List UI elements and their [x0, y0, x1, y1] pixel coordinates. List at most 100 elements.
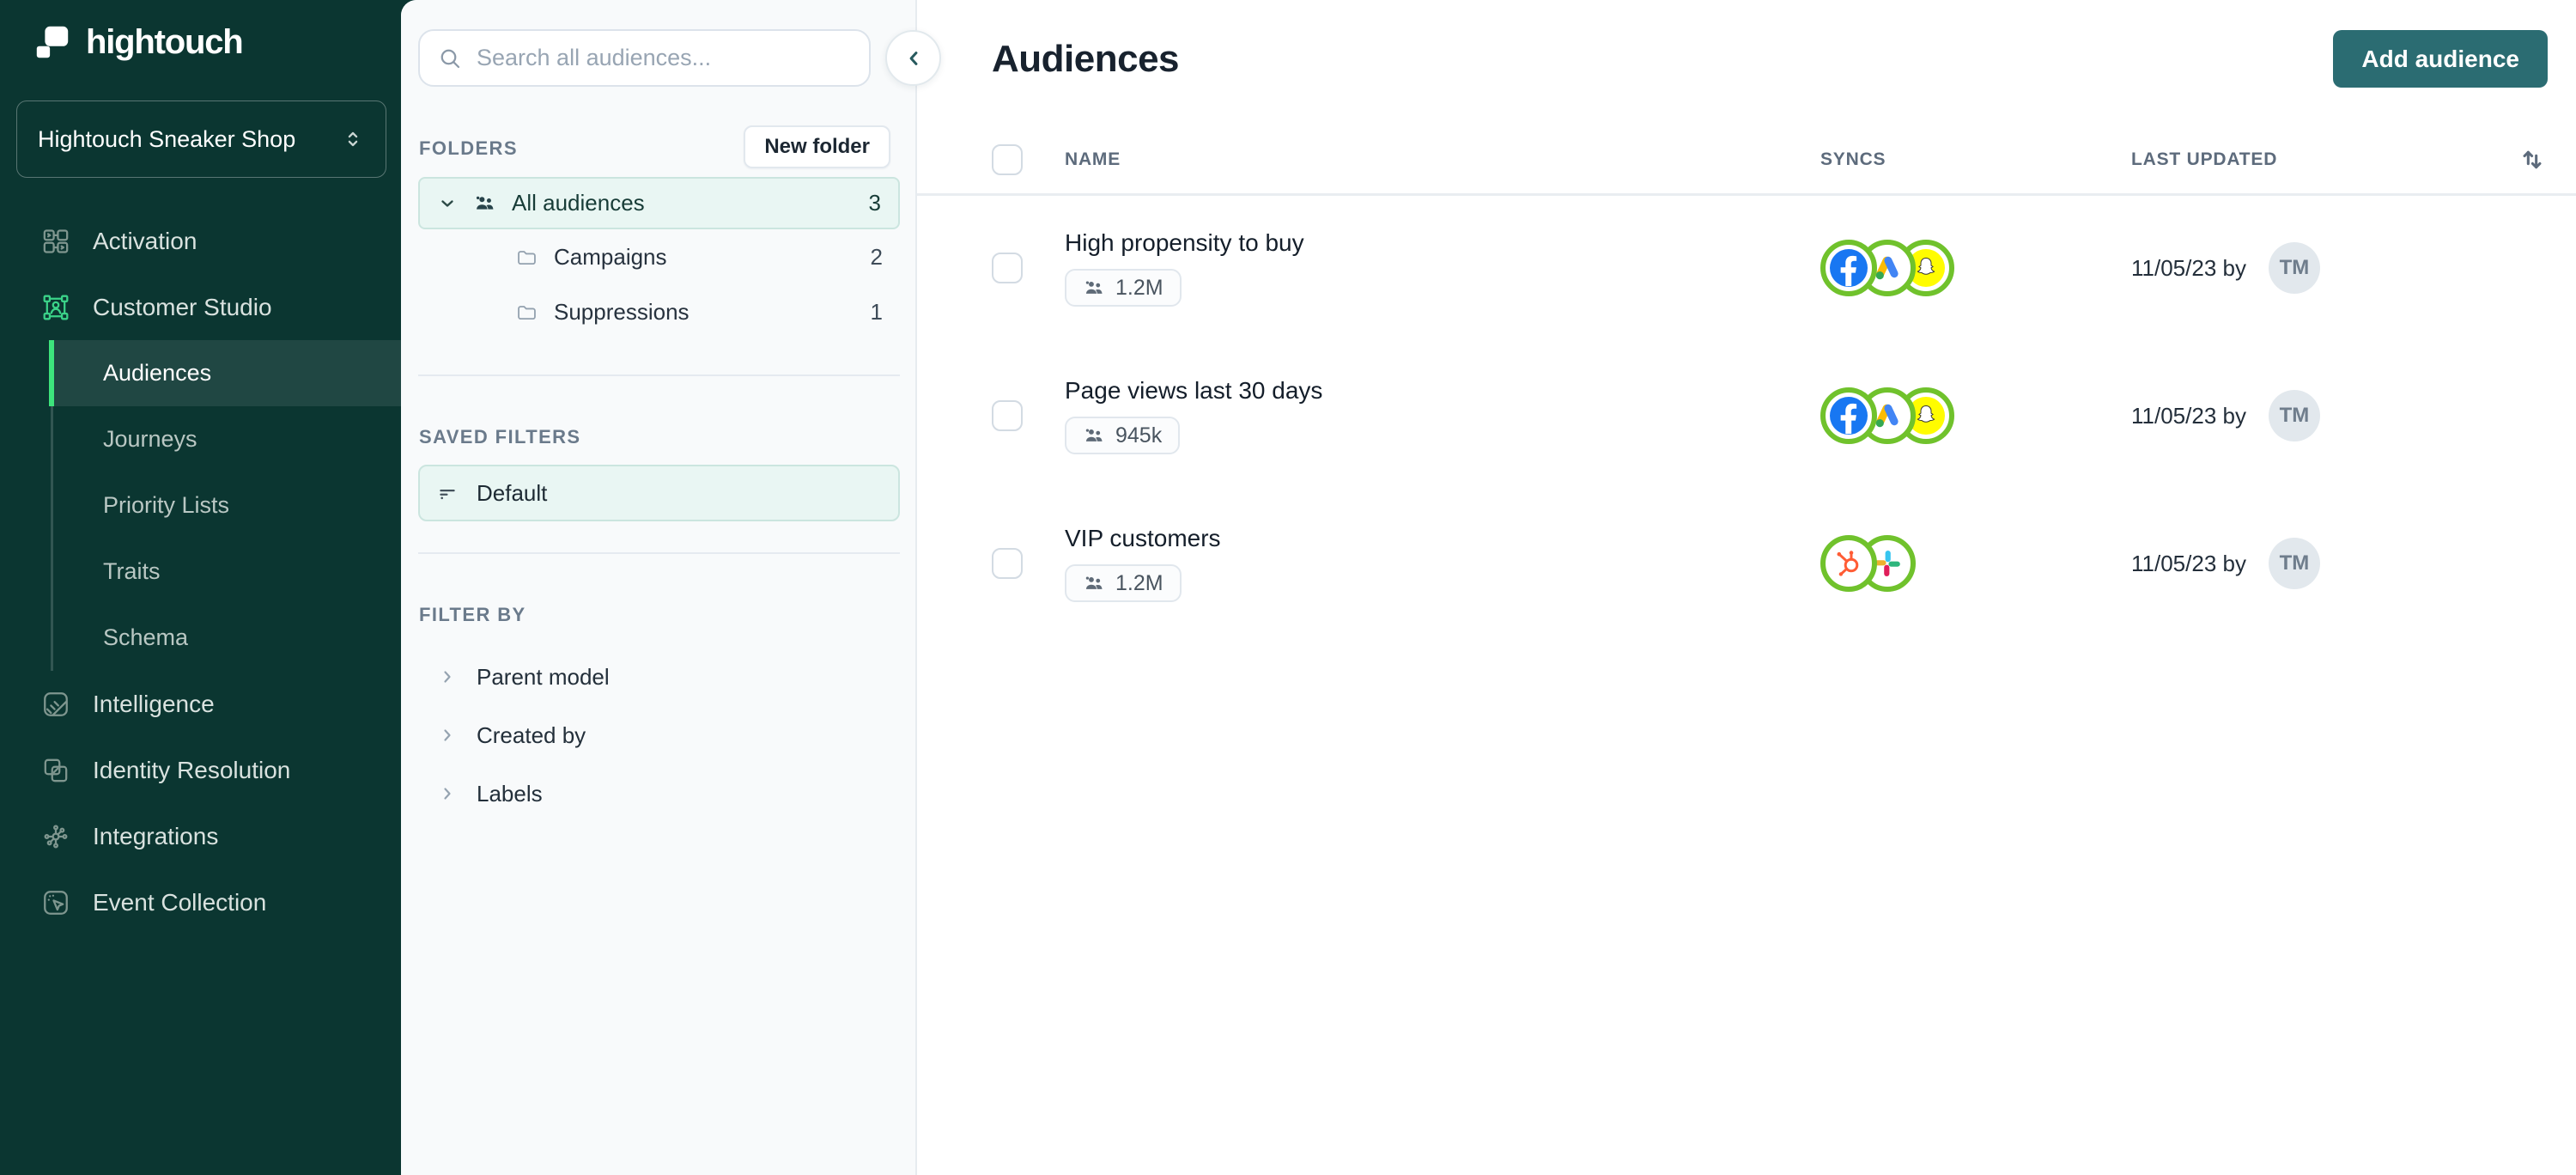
sidebar-item-schema[interactable]: Schema [0, 605, 401, 671]
filter-group-label: Parent model [477, 663, 610, 690]
page-title: Audiences [992, 37, 1180, 80]
panel-divider [418, 374, 900, 376]
new-folder-button[interactable]: New folder [744, 125, 890, 168]
sync-icon-facebook[interactable] [1820, 240, 1877, 296]
sync-icon-facebook[interactable] [1820, 387, 1877, 444]
sidebar-item-label: Traits [103, 558, 161, 584]
folder-item-suppressions[interactable]: Suppressions 1 [418, 284, 900, 339]
sidebar-item-identity-resolution[interactable]: Identity Resolution [0, 737, 401, 803]
folder-item-campaigns[interactable]: Campaigns 2 [418, 229, 900, 284]
folder-list: All audiences 3 Campaigns 2 Suppressions 1 [418, 177, 900, 339]
chevron-right-icon [437, 783, 458, 804]
table-header: NAME SYNCS LAST UPDATED [992, 125, 2548, 193]
chevron-left-icon [909, 51, 917, 65]
customer-studio-icon [36, 288, 76, 327]
workspace-name: Hightouch Sneaker Shop [38, 125, 296, 152]
submenu-tree-line [51, 340, 53, 671]
sidebar-submenu: Audiences Journeys Priority Lists Traits Sch… [0, 340, 401, 671]
filter-group-label: Created by [477, 721, 586, 748]
sidebar-item-priority-lists[interactable]: Priority Lists [0, 472, 401, 539]
row-checkbox[interactable] [992, 253, 1023, 283]
last-updated-text: 11/05/23 by [2131, 550, 2246, 576]
folders-section-label: FOLDERS [419, 137, 518, 159]
sync-icons [1820, 240, 2131, 296]
avatar[interactable]: TM [2268, 242, 2320, 294]
column-syncs[interactable]: SYNCS [1820, 149, 1886, 169]
filter-lines-icon [435, 481, 459, 505]
chevron-right-icon [437, 725, 458, 746]
sidebar-item-label: Audiences [103, 360, 212, 386]
sidebar-item-audiences[interactable]: Audiences [0, 340, 401, 406]
audience-size: 945k [1115, 423, 1163, 447]
table-row[interactable]: High propensity to buy 1.2M 11/05/23 by TM [992, 194, 2548, 342]
sync-icon-hubspot[interactable] [1820, 535, 1877, 592]
avatar[interactable]: TM [2268, 390, 2320, 441]
workspace-selector[interactable]: Hightouch Sneaker Shop [16, 100, 386, 178]
column-name[interactable]: NAME [1065, 149, 1121, 169]
sidebar-nav: Activation Customer Studio Audiences Journe… [0, 208, 401, 935]
collapse-panel-button[interactable] [885, 30, 941, 86]
chevron-updown-icon [348, 131, 358, 147]
sidebar-item-label: Schema [103, 624, 189, 650]
saved-filter-default[interactable]: Default [418, 465, 900, 521]
sort-icon[interactable] [2518, 146, 2546, 174]
sidebar-item-label: Journeys [103, 426, 197, 452]
main-content: Audiences Add audience NAME SYNCS LAST U… [917, 0, 2576, 1175]
sidebar-item-label: Integrations [93, 822, 219, 849]
last-updated-text: 11/05/23 by [2131, 402, 2246, 429]
audience-size-badge: 945k [1065, 417, 1181, 454]
saved-filters-section-label: SAVED FILTERS [419, 426, 581, 447]
column-last-updated[interactable]: LAST UPDATED [2131, 149, 2278, 169]
audience-size-badge: 1.2M [1065, 564, 1182, 602]
activation-icon [36, 222, 76, 261]
audience-name[interactable]: High propensity to buy [1065, 229, 1304, 256]
audience-size: 1.2M [1115, 275, 1163, 300]
search-icon [440, 49, 460, 68]
logo-text: hightouch [86, 22, 244, 61]
sidebar-item-event-collection[interactable]: Event Collection [0, 869, 401, 935]
filter-group-parent-model[interactable]: Parent model [418, 648, 900, 706]
row-checkbox[interactable] [992, 400, 1023, 431]
audience-size-badge: 1.2M [1065, 269, 1182, 307]
sidebar-item-activation[interactable]: Activation [0, 208, 401, 274]
folder-count: 3 [868, 190, 881, 216]
audience-name[interactable]: Page views last 30 days [1065, 377, 1323, 404]
search-input[interactable] [477, 45, 852, 71]
table-row[interactable]: Page views last 30 days 945k 11/05/23 by TM [992, 342, 2548, 490]
select-all-checkbox[interactable] [992, 143, 1023, 175]
intelligence-icon [36, 685, 76, 724]
filter-by-section-label: FILTER BY [419, 604, 526, 625]
audience-side-panel: FOLDERS New folder All audiences 3 Campaig… [401, 0, 941, 1175]
sidebar-item-journeys[interactable]: Journeys [0, 406, 401, 472]
sidebar-item-label: Activation [93, 227, 197, 254]
chevron-right-icon [437, 667, 458, 687]
folder-item-all-audiences[interactable]: All audiences 3 [418, 177, 900, 229]
sidebar-item-traits[interactable]: Traits [0, 539, 401, 605]
sidebar-item-intelligence[interactable]: Intelligence [0, 671, 401, 737]
content-sheet: FOLDERS New folder All audiences 3 Campaig… [401, 0, 2576, 1175]
chevron-down-icon[interactable] [437, 193, 458, 214]
audience-table: High propensity to buy 1.2M 11/05/23 by TM P… [992, 194, 2548, 637]
sidebar-item-customer-studio[interactable]: Customer Studio [0, 274, 401, 340]
filter-group-labels[interactable]: Labels [418, 764, 900, 823]
row-checkbox[interactable] [992, 548, 1023, 579]
people-icon [1083, 277, 1105, 299]
sidebar-item-label: Identity Resolution [93, 756, 291, 783]
main-header: Audiences Add audience [992, 30, 2548, 88]
sync-icons [1820, 387, 2131, 444]
table-header-border [917, 193, 2576, 196]
filter-group-label: Labels [477, 780, 543, 807]
people-icon [473, 192, 496, 215]
table-row[interactable]: VIP customers 1.2M 11/05/23 by TM [992, 490, 2548, 637]
sidebar-item-label: Event Collection [93, 888, 267, 916]
add-audience-button[interactable]: Add audience [2333, 30, 2548, 88]
integrations-icon [36, 817, 76, 856]
filter-group-created-by[interactable]: Created by [418, 706, 900, 764]
audience-name[interactable]: VIP customers [1065, 525, 1221, 551]
last-updated-text: 11/05/23 by [2131, 254, 2246, 281]
avatar[interactable]: TM [2268, 538, 2320, 589]
hightouch-logo-icon [36, 26, 69, 58]
sidebar-item-label: Intelligence [93, 690, 215, 717]
sidebar-item-integrations[interactable]: Integrations [0, 803, 401, 869]
filter-group-list: Parent model Created by Labels [418, 648, 900, 823]
